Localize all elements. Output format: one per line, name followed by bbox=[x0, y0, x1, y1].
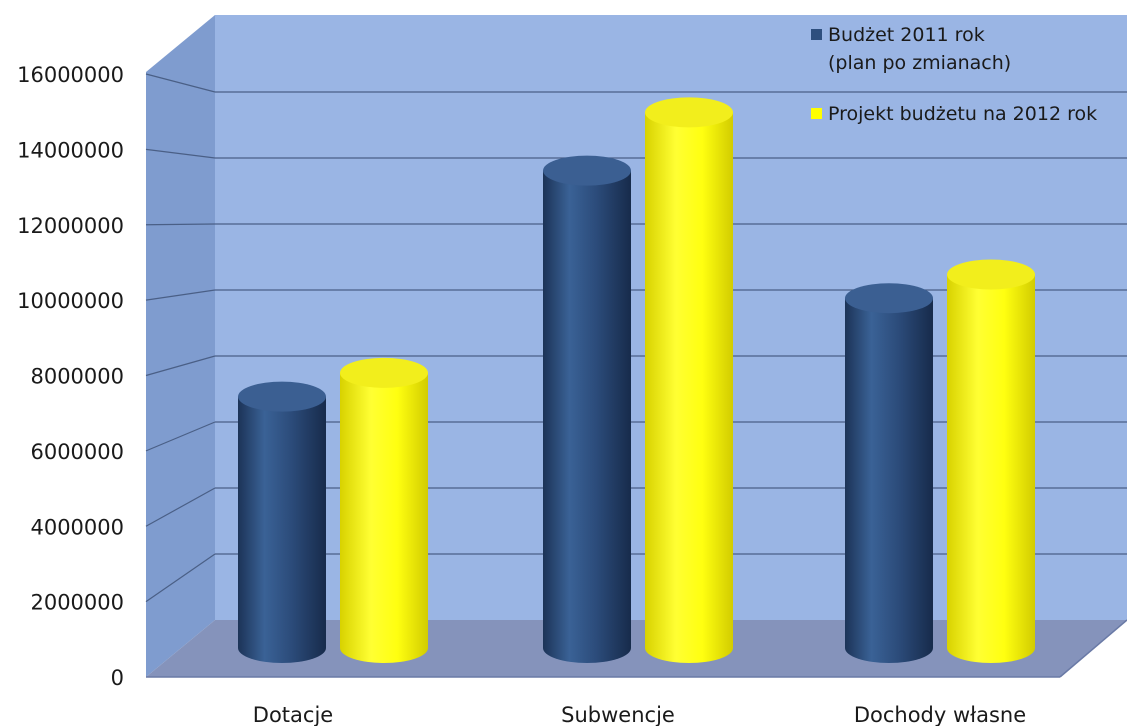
gridline-side-5 bbox=[145, 289, 216, 301]
floor-right-edge bbox=[1059, 619, 1127, 678]
bar-top bbox=[845, 283, 933, 314]
x-category-label: Subwencje bbox=[561, 703, 675, 726]
gridline-side-2 bbox=[145, 487, 216, 527]
bar-budzet-2011-0 bbox=[238, 381, 326, 663]
bar-projekt-2012-0 bbox=[340, 357, 428, 663]
y-tick-label: 12000000 bbox=[17, 214, 124, 238]
gridline-side-1 bbox=[145, 553, 216, 603]
bar-body bbox=[645, 112, 733, 663]
bar-body bbox=[947, 274, 1035, 663]
gridline-side-6 bbox=[145, 223, 216, 226]
y-tick-label: 16000000 bbox=[17, 63, 124, 87]
gridline-side-4 bbox=[145, 355, 216, 377]
bar-top bbox=[340, 357, 428, 388]
y-tick-label: 10000000 bbox=[17, 289, 124, 313]
y-tick-label: 14000000 bbox=[17, 138, 124, 162]
chart-side-wall bbox=[146, 15, 215, 677]
y-tick-label: 0 bbox=[111, 666, 124, 690]
bar-body bbox=[543, 170, 631, 663]
bar-body bbox=[845, 298, 933, 663]
y-tick-label: 8000000 bbox=[30, 365, 124, 389]
legend-label-budzet-2011-line2: (plan po zmianach) bbox=[828, 52, 1011, 74]
gridline-side-3 bbox=[145, 421, 216, 452]
legend-swatch-budzet-2011 bbox=[811, 29, 822, 40]
bar-body bbox=[238, 396, 326, 663]
bar-top bbox=[543, 155, 631, 186]
legend-label-budzet-2011-line1: Budżet 2011 rok bbox=[828, 24, 985, 46]
legend-swatch-projekt-2012 bbox=[811, 108, 822, 119]
bar-top bbox=[947, 259, 1035, 290]
bar-top bbox=[645, 97, 733, 128]
bar-projekt-2012-2 bbox=[947, 259, 1035, 663]
legend: Budżet 2011 rok (plan po zmianach) Proje… bbox=[811, 24, 1097, 125]
bar-top bbox=[238, 381, 326, 412]
gridline-side-8 bbox=[145, 73, 216, 93]
bar-projekt-2012-1 bbox=[645, 97, 733, 663]
bar-budzet-2011-2 bbox=[845, 283, 933, 663]
bar-budzet-2011-1 bbox=[543, 155, 631, 663]
y-tick-label: 6000000 bbox=[30, 440, 124, 464]
y-tick-label: 2000000 bbox=[30, 591, 124, 615]
bar-body bbox=[340, 372, 428, 663]
gridline-side-7 bbox=[145, 148, 216, 159]
y-tick-label: 4000000 bbox=[30, 515, 124, 539]
x-category-label: Dotacje bbox=[253, 703, 333, 726]
x-category-label: Dochody własne bbox=[854, 703, 1026, 726]
legend-label-projekt-2012: Projekt budżetu na 2012 rok bbox=[828, 103, 1097, 125]
